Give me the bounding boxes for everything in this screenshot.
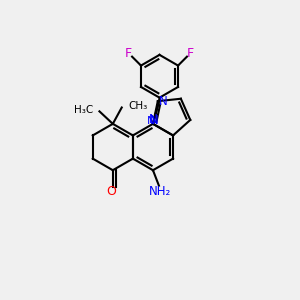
Text: H₃C: H₃C bbox=[74, 105, 93, 115]
Text: O: O bbox=[106, 185, 116, 198]
Text: F: F bbox=[187, 46, 194, 60]
Text: N: N bbox=[148, 113, 157, 126]
Text: NH₂: NH₂ bbox=[149, 184, 172, 197]
Text: N: N bbox=[150, 114, 159, 127]
Text: N: N bbox=[159, 95, 167, 108]
Text: CH₃: CH₃ bbox=[128, 101, 148, 111]
Text: N: N bbox=[147, 116, 156, 127]
Text: F: F bbox=[125, 46, 132, 60]
